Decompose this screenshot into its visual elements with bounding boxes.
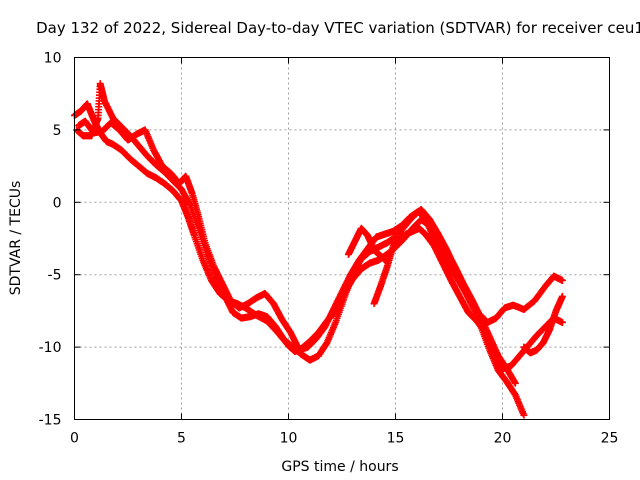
data-point — [383, 258, 391, 266]
data-point — [511, 379, 519, 387]
y-tick-label: 0 — [53, 195, 62, 211]
y-tick-label: -5 — [48, 268, 62, 284]
x-axis-label: GPS time / hours — [281, 459, 398, 475]
y-axis: -15 -10 -5 0 5 10 — [39, 51, 610, 429]
y-axis-label: SDTVAR / TECUs — [8, 181, 24, 296]
series-satellite-track-D — [370, 224, 566, 373]
x-tick-label: 20 — [494, 431, 512, 447]
series-satellite-track-C — [75, 117, 566, 354]
x-tick-label: 5 — [177, 431, 186, 447]
series-satellite-track-E — [344, 224, 391, 266]
data-point — [520, 411, 528, 419]
x-tick-label: 25 — [601, 431, 619, 447]
y-tick-label: -15 — [39, 413, 62, 429]
x-tick-label: 10 — [280, 431, 298, 447]
data-point — [558, 276, 566, 284]
x-axis: 0 5 10 15 20 25 — [70, 57, 619, 447]
y-tick-label: -10 — [39, 340, 62, 356]
series-satellite-track-F — [520, 292, 566, 357]
data-points — [71, 80, 566, 419]
data-point — [558, 318, 566, 326]
y-tick-label: 5 — [53, 123, 62, 139]
y-tick-label: 10 — [44, 51, 62, 67]
x-tick-label: 0 — [70, 431, 79, 447]
data-point — [558, 292, 566, 300]
chart-title: Day 132 of 2022, Sidereal Day-to-day VTE… — [36, 19, 640, 37]
plot-frame — [74, 57, 610, 420]
x-tick-label: 15 — [387, 431, 405, 447]
